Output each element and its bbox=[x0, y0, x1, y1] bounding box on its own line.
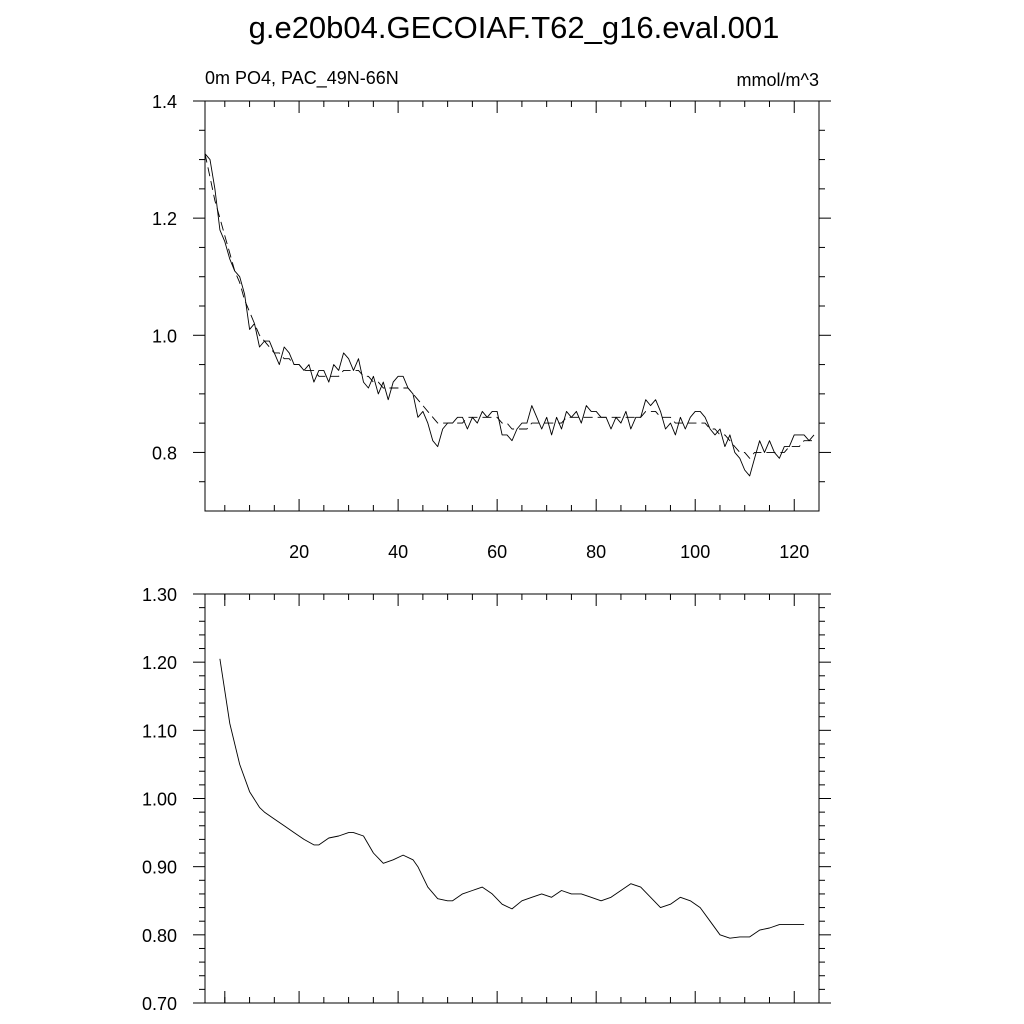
top-panel-axis-ticks: 20 40 60 80 100 120 0.8 1.0 1.2 1.4 bbox=[152, 92, 831, 562]
top-y-tick-label: 0.8 bbox=[152, 443, 177, 463]
top-y-tick-label: 1.0 bbox=[152, 326, 177, 346]
figure-title: g.e20b04.GECOIAF.T62_g16.eval.001 bbox=[249, 10, 780, 45]
top-panel-frame bbox=[204, 100, 820, 512]
bottom-panel-axis-ticks: 0.70 0.80 0.90 1.00 1.10 1.20 1.30 bbox=[142, 585, 831, 1014]
bottom-panel: 0.70 0.80 0.90 1.00 1.10 1.20 1.30 bbox=[142, 585, 831, 1014]
bottom-y-tick-label: 1.10 bbox=[142, 721, 177, 741]
top-panel-series bbox=[204, 153, 815, 477]
bottom-y-tick-label: 0.70 bbox=[142, 994, 177, 1014]
top-x-tick-label: 80 bbox=[586, 542, 606, 562]
bottom-y-tick-label: 1.00 bbox=[142, 790, 177, 810]
top-panel: 0m PO4, PAC_49N-66N mmol/m^3 20 40 60 80 100… bbox=[152, 68, 831, 562]
bottom-series-solid-line bbox=[219, 658, 805, 939]
bottom-y-tick-label: 0.90 bbox=[142, 858, 177, 878]
top-series-dashed-line bbox=[204, 153, 814, 459]
top-panel-subtitle-right: mmol/m^3 bbox=[737, 70, 819, 90]
top-x-tick-label: 100 bbox=[680, 542, 710, 562]
bottom-y-tick-label: 1.20 bbox=[142, 653, 177, 673]
top-y-tick-label: 1.4 bbox=[152, 92, 177, 112]
bottom-y-tick-label: 0.80 bbox=[142, 926, 177, 946]
top-x-tick-label: 40 bbox=[388, 542, 408, 562]
top-y-tick-label: 1.2 bbox=[152, 209, 177, 229]
top-x-tick-label: 60 bbox=[487, 542, 507, 562]
top-panel-subtitle-left: 0m PO4, PAC_49N-66N bbox=[205, 68, 399, 89]
top-x-tick-label: 20 bbox=[289, 542, 309, 562]
top-x-tick-label: 120 bbox=[779, 542, 809, 562]
bottom-y-tick-label: 1.30 bbox=[142, 585, 177, 605]
bottom-panel-series bbox=[219, 658, 805, 939]
bottom-panel-frame bbox=[204, 593, 820, 1004]
top-series-solid-line bbox=[204, 153, 815, 477]
